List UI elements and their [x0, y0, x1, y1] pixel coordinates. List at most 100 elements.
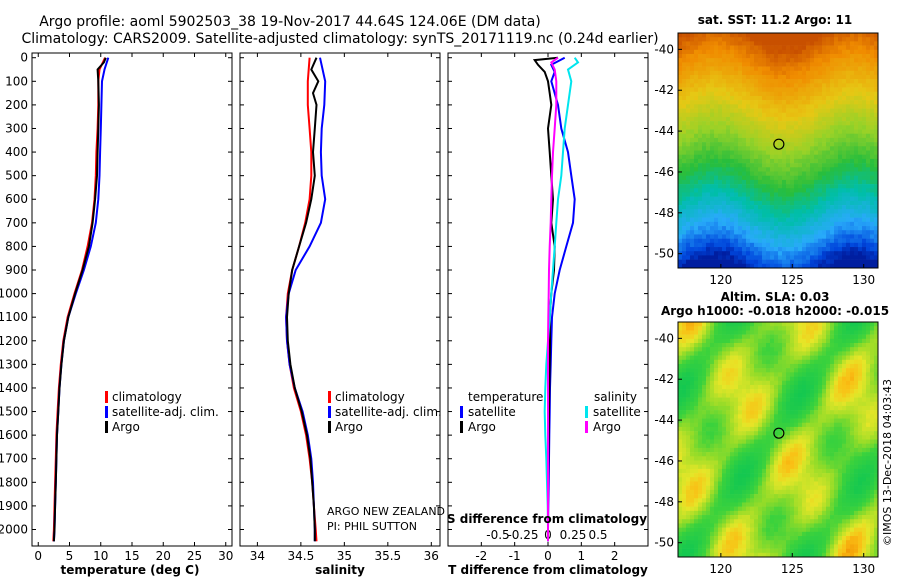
- map-cell: [682, 137, 687, 143]
- map-cell: [866, 79, 871, 84]
- map-cell: [766, 238, 771, 244]
- map-cell: [766, 200, 771, 206]
- map-cell: [726, 226, 731, 231]
- map-cell: [858, 200, 863, 206]
- map-cell: [742, 452, 747, 457]
- map-cell: [682, 334, 687, 340]
- map-cell: [846, 163, 851, 168]
- map-cell: [850, 414, 855, 419]
- map-cell: [698, 108, 703, 114]
- map-cell: [790, 447, 795, 453]
- map-cell: [686, 397, 691, 403]
- map-cell: [842, 221, 847, 227]
- map-cell: [714, 70, 719, 76]
- map-cell: [866, 95, 871, 101]
- map-cell: [854, 452, 859, 457]
- map-cell: [802, 70, 807, 76]
- map-cell: [762, 150, 767, 155]
- map-cell: [762, 422, 767, 428]
- map-cell: [826, 74, 831, 80]
- map-cell: [726, 91, 731, 97]
- map-cell: [858, 230, 863, 235]
- map-cell: [754, 468, 759, 474]
- map-cell: [838, 238, 843, 244]
- map-cell: [830, 112, 835, 118]
- map-cell: [722, 401, 727, 407]
- map-cell: [738, 363, 743, 369]
- map-cell: [782, 41, 787, 46]
- map-cell: [846, 435, 851, 440]
- map-cell: [762, 473, 767, 478]
- map-cell: [702, 251, 707, 256]
- map-cell: [838, 150, 843, 155]
- map-cell: [858, 37, 863, 42]
- map-cell: [754, 384, 759, 390]
- map-cell: [826, 426, 831, 432]
- map-cell: [742, 397, 747, 403]
- map-cell: [746, 213, 751, 218]
- map-cell: [770, 192, 775, 197]
- map-cell: [870, 247, 875, 252]
- map-cell: [798, 389, 803, 394]
- map-cell: [806, 347, 811, 352]
- map-cell: [782, 209, 787, 214]
- map-cell: [722, 431, 727, 436]
- map-cell: [834, 439, 839, 444]
- map-cell: [746, 468, 751, 474]
- map-cell: [702, 322, 707, 327]
- map-cell: [858, 221, 863, 227]
- map-cell: [706, 171, 711, 176]
- map-cell: [738, 87, 743, 93]
- map-cell: [706, 49, 711, 55]
- map-cell: [754, 363, 759, 369]
- map-cell: [698, 74, 703, 80]
- map-cell: [758, 100, 763, 105]
- map-cell: [822, 150, 827, 155]
- map-cell: [770, 397, 775, 403]
- map-cell: [682, 447, 687, 453]
- map-cell: [742, 355, 747, 361]
- map-cell: [810, 447, 815, 453]
- map-cell: [766, 452, 771, 457]
- map-cell: [774, 468, 779, 474]
- map-cell: [814, 158, 819, 164]
- map-cell: [778, 58, 783, 63]
- map-cell: [850, 213, 855, 218]
- x-tick-label: -1: [509, 549, 521, 563]
- map-cell: [822, 70, 827, 76]
- map-cell: [714, 435, 719, 440]
- map-cell: [786, 129, 791, 135]
- map-cell: [678, 49, 683, 55]
- map-cell: [758, 435, 763, 440]
- map-cell: [802, 368, 807, 373]
- map-cell: [790, 384, 795, 390]
- map-cell: [842, 137, 847, 143]
- map-cell: [686, 439, 691, 444]
- map-cell: [734, 247, 739, 252]
- map-cell: [794, 342, 799, 348]
- map-cell: [682, 326, 687, 331]
- map-cell: [814, 116, 819, 122]
- map-cell: [790, 368, 795, 373]
- map-cell: [710, 146, 715, 151]
- map-cell: [874, 226, 879, 231]
- map-cell: [722, 464, 727, 470]
- map-cell: [862, 112, 867, 118]
- map-cell: [714, 112, 719, 118]
- map-cell: [834, 171, 839, 176]
- map-cell: [770, 263, 775, 269]
- map-cell: [770, 142, 775, 147]
- map-cell: [682, 342, 687, 348]
- map-cell: [870, 263, 875, 269]
- map-cell: [858, 213, 863, 218]
- map-cell: [706, 87, 711, 93]
- map-cell: [682, 91, 687, 97]
- map-cell: [870, 83, 875, 88]
- map-cell: [746, 146, 751, 151]
- map-cell: [782, 104, 787, 109]
- map-cell: [754, 242, 759, 248]
- map-cell: [794, 363, 799, 369]
- map-cell: [786, 226, 791, 231]
- map-cell: [874, 167, 879, 172]
- map-cell: [746, 431, 751, 436]
